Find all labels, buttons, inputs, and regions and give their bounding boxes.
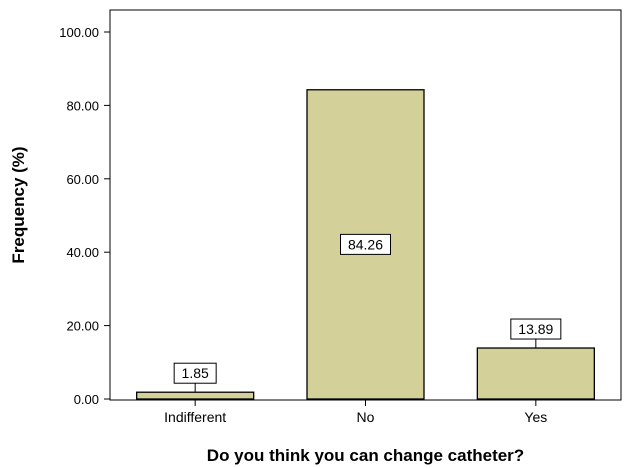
x-tick-label: Indifferent [164,409,226,425]
bar-yes [476,347,595,400]
y-tick-label: 100.00 [59,25,99,40]
x-tick-label: Yes [524,409,547,425]
data-label: 1.85 [182,365,209,381]
data-label: 84.26 [348,236,383,252]
data-label-box [510,318,562,340]
data-label: 13.89 [518,321,553,337]
data-label-box [173,362,217,384]
x-tick-label: No [357,409,375,425]
x-axis-title: Do you think you can change catheter? [207,446,524,465]
y-tick-label: 20.00 [66,319,99,334]
y-axis-title: Frequency (%) [9,146,28,263]
y-tick-label: 60.00 [66,172,99,187]
y-tick-label: 40.00 [66,245,99,260]
y-tick-label: 0.00 [74,392,99,407]
bar-indifferent [136,391,255,400]
y-axis: 0.00 20.00 40.00 60.00 80.00 100.00 [59,25,110,407]
x-axis: Indifferent No Yes [164,400,547,425]
y-tick-label: 80.00 [66,98,99,113]
data-label-box [340,233,391,255]
bars: 1.85 84.26 13.89 [136,89,595,400]
